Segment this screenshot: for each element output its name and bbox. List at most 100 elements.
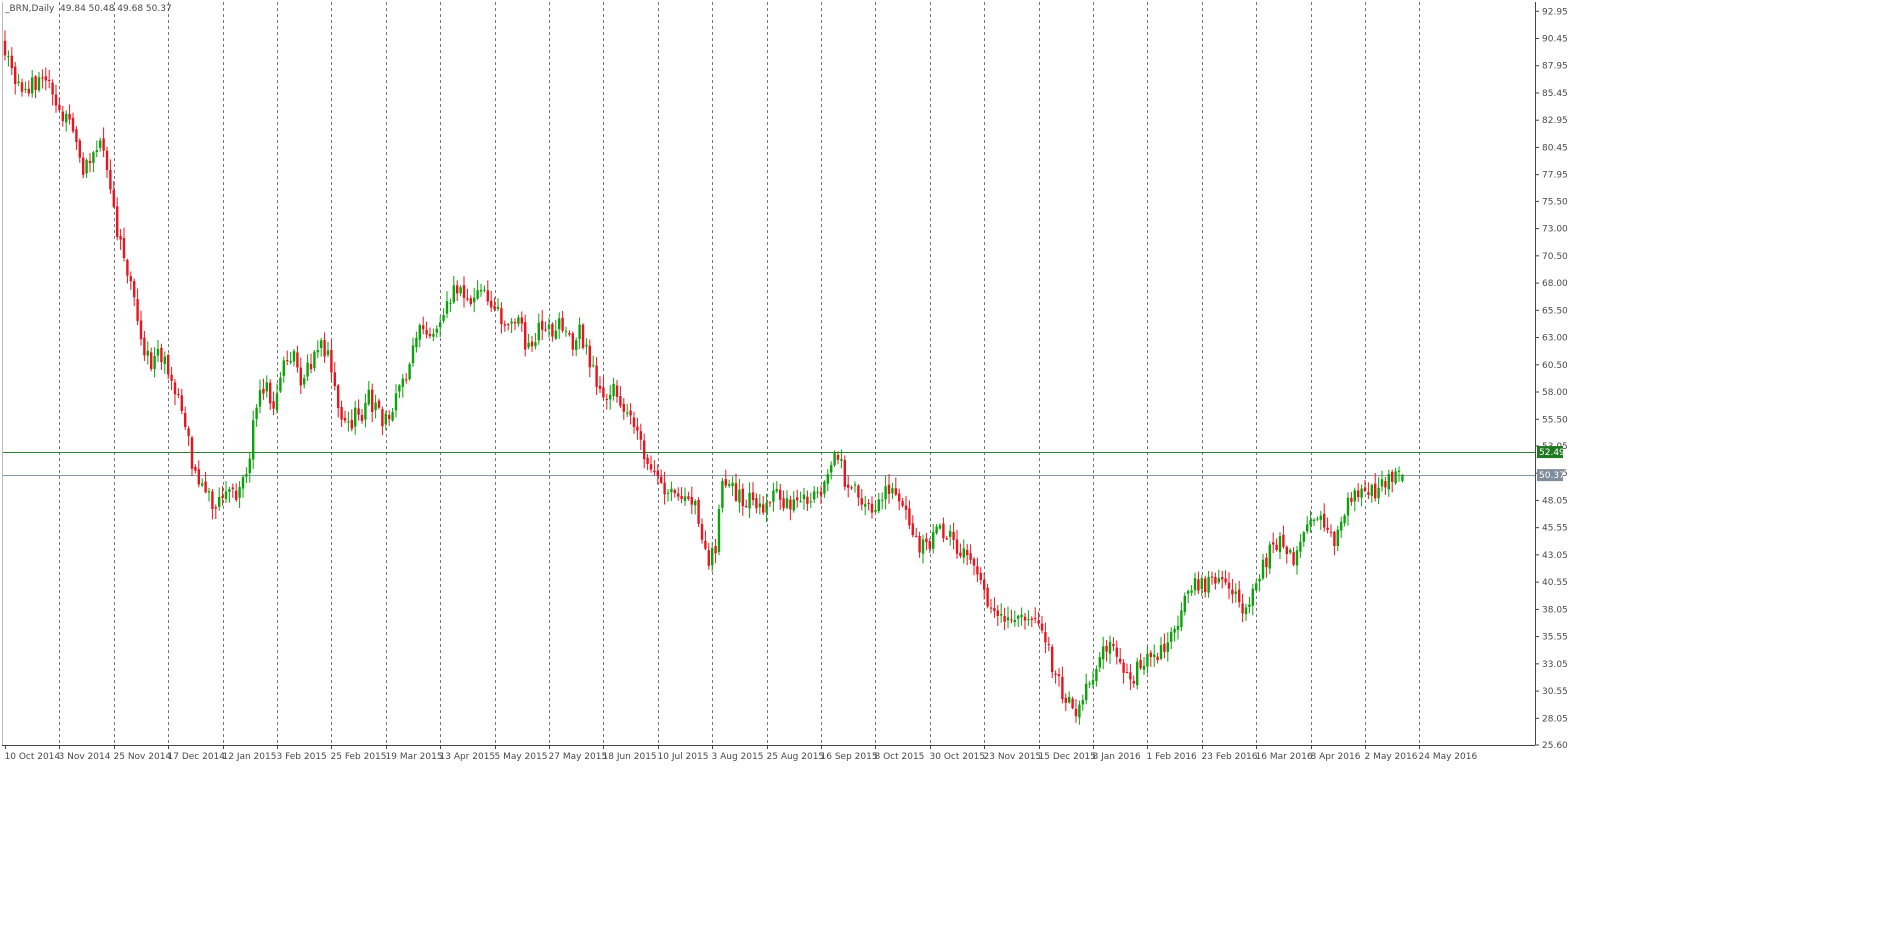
candle-body — [1234, 591, 1237, 594]
candle-body — [167, 355, 170, 375]
candle-body — [864, 504, 867, 507]
candle-body — [1071, 698, 1074, 709]
candle-body — [197, 469, 200, 485]
candle-body — [37, 77, 41, 91]
candle-body — [683, 496, 687, 501]
candle-body — [82, 157, 85, 175]
candle-body — [704, 540, 707, 549]
candle-body — [921, 539, 925, 554]
candle-body — [826, 474, 829, 484]
candle-body — [1176, 625, 1180, 631]
x-tick-label: 3 Feb 2015 — [277, 752, 327, 762]
candle-body — [381, 409, 384, 427]
candle-body — [184, 412, 187, 427]
candle-body — [252, 420, 255, 460]
candle-body — [439, 322, 442, 328]
candle-body — [1227, 582, 1231, 589]
candle-body — [466, 298, 469, 300]
candle-body — [962, 548, 965, 558]
candle-body — [955, 539, 959, 554]
candle-body — [374, 402, 377, 411]
candle-body — [541, 320, 544, 330]
candle-body — [265, 382, 268, 392]
x-tick-label: 3 Aug 2015 — [712, 752, 764, 762]
candle-body — [139, 320, 143, 340]
candle-body — [1122, 662, 1125, 673]
candle-body — [979, 572, 982, 580]
candle-body — [207, 491, 211, 493]
candle-body — [187, 428, 190, 436]
candle-body — [1255, 583, 1258, 591]
candlesticks — [3, 30, 1404, 725]
candle-body — [649, 464, 653, 470]
candle-body — [1136, 661, 1139, 686]
y-tick-label: 60.50 — [1542, 361, 1568, 371]
candle-body — [894, 488, 897, 495]
candle-body — [932, 532, 935, 549]
candle-body — [1027, 619, 1030, 621]
candle-body — [1261, 559, 1265, 579]
candle-body — [741, 488, 744, 507]
candle-body — [1326, 527, 1329, 530]
candle-body — [1078, 704, 1081, 718]
candle-body — [976, 566, 979, 575]
candle-body — [1081, 700, 1084, 705]
candle-body — [173, 382, 177, 395]
x-tick-label: 17 Dec 2014 — [168, 752, 226, 762]
candle-body — [728, 484, 731, 486]
candle-body — [813, 491, 816, 500]
candle-body — [3, 40, 7, 56]
candle-body — [1037, 620, 1040, 624]
y-tick-label: 40.55 — [1542, 578, 1568, 588]
candle-body — [292, 351, 296, 362]
candle-body — [1119, 658, 1122, 663]
candle-body — [1353, 490, 1356, 502]
candle-body — [983, 579, 986, 590]
candle-body — [1272, 542, 1275, 545]
candle-body — [1197, 579, 1200, 591]
candle-body — [333, 372, 336, 387]
x-tick-label: 15 Dec 2015 — [1039, 752, 1097, 762]
candle-body — [415, 337, 418, 348]
y-tick-label: 77.95 — [1542, 171, 1568, 181]
candle-body — [513, 322, 517, 324]
candle-body — [170, 374, 173, 381]
candle-body — [394, 393, 398, 411]
candle-body — [660, 476, 663, 483]
candle-body — [904, 505, 908, 510]
candle-body — [877, 499, 880, 512]
candle-body — [1394, 471, 1397, 484]
candle-body — [343, 417, 347, 421]
candle-body — [391, 411, 394, 421]
candle-body — [493, 305, 496, 310]
candle-body — [1278, 536, 1282, 553]
candle-body — [238, 487, 241, 498]
candle-body — [483, 289, 486, 291]
candle-body — [99, 140, 102, 148]
candle-body — [1275, 544, 1278, 551]
candle-body — [398, 385, 401, 392]
ohlc-values: 49.84 50.48 49.68 50.37 — [60, 4, 172, 14]
candle-body — [1210, 576, 1214, 578]
y-tick-label: 92.95 — [1542, 7, 1568, 17]
candle-body — [1224, 578, 1227, 583]
candle-body — [833, 453, 836, 466]
candle-body — [31, 77, 34, 94]
candle-body — [388, 415, 391, 420]
candle-body — [561, 317, 564, 331]
candle-body — [615, 385, 619, 397]
candle-body — [751, 492, 755, 501]
candle-body — [643, 440, 646, 460]
candle-body — [694, 500, 697, 506]
y-tick-label: 58.00 — [1542, 388, 1568, 398]
candle-body — [1003, 615, 1006, 622]
candle-body — [1363, 487, 1367, 492]
y-tick-label: 30.55 — [1542, 687, 1568, 697]
candle-body — [1391, 471, 1394, 482]
y-tick-label: 33.05 — [1542, 660, 1568, 670]
candle-body — [537, 322, 540, 341]
candle-body — [874, 510, 877, 512]
candle-body — [765, 502, 768, 513]
x-tick-label: 30 Oct 2015 — [930, 752, 986, 762]
